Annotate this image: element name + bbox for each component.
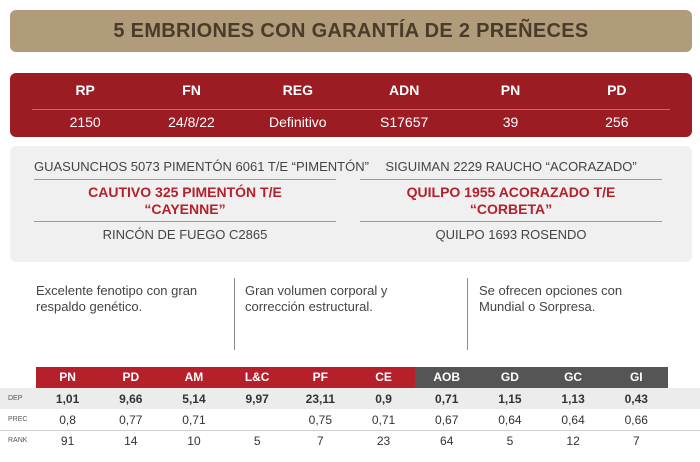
- epd-cell: 12: [566, 433, 580, 448]
- epd-header-row: PN PD AM L&C PF CE AOB GD GC GI: [36, 367, 668, 388]
- title-banner: 5 EMBRIONES CON GARANTÍA DE 2 PREÑECES: [10, 10, 692, 52]
- id-value-pd: 256: [605, 114, 629, 130]
- column-divider: [467, 278, 468, 350]
- description-2: Gran volumen corporal y corrección estru…: [245, 283, 387, 315]
- epd-row-rank: RANK 91 14 10 5 7 23 64 5 12 7: [0, 430, 700, 451]
- epd-header-lc: L&C: [225, 367, 289, 388]
- sire-name: CAUTIVO 325 PIMENTÓN T/E “CAYENNE”: [34, 184, 336, 218]
- id-header-reg: REG: [282, 82, 313, 98]
- epd-cell: 23: [376, 433, 391, 448]
- epd-header-aob: AOB: [415, 367, 479, 388]
- description-3: Se ofrecen opciones con Mundial o Sorpre…: [479, 283, 622, 315]
- epd-cell: 23,11: [305, 391, 336, 406]
- sire-granddam: RINCÓN DE FUEGO C2865: [102, 227, 268, 242]
- sire-grandsire: GUASUNCHOS 5073 PIMENTÓN 6061 T/E “PIMEN…: [34, 159, 369, 174]
- description-1-line1: Excelente fenotipo con gran: [36, 283, 198, 298]
- column-divider: [234, 278, 235, 350]
- epd-cell: 0,43: [624, 391, 648, 406]
- epd-cell: 14: [124, 433, 138, 448]
- epd-cell: 5,14: [182, 391, 206, 406]
- epd-cell: 0,77: [119, 412, 143, 427]
- epd-cell: 5: [253, 433, 261, 448]
- id-value-fn: 24/8/22: [168, 114, 215, 130]
- pedigree-divider: [34, 221, 336, 222]
- epd-cell: 10: [187, 433, 201, 448]
- epd-cell: 0,64: [561, 412, 585, 427]
- epd-header-gd: GD: [478, 367, 542, 388]
- epd-cell: 1,15: [498, 391, 522, 406]
- epd-cell: 9,66: [119, 391, 143, 406]
- id-header-adn: ADN: [388, 82, 420, 98]
- epd-cell: 7: [632, 433, 640, 448]
- description-1: Excelente fenotipo con gran respaldo gen…: [36, 283, 197, 315]
- epd-row-prec: PREC 0,8 0,77 0,71 0,75 0,71 0,67 0,64 0…: [0, 409, 700, 430]
- row-divider: [0, 430, 700, 431]
- dam-grandsire: SIGUIMAN 2229 RAUCHO “ACORAZADO”: [385, 159, 637, 174]
- epd-cell: 1,01: [55, 391, 80, 406]
- id-header-rp: RP: [75, 82, 95, 98]
- epd-cell: 64: [440, 433, 454, 448]
- epd-cell: 91: [60, 433, 75, 448]
- dam-name-line2: “CORBETA”: [469, 201, 553, 217]
- epd-header-pd: PD: [99, 367, 163, 388]
- animal-id-card: RP FN REG ADN PN PD 2150 24/8/22 Definit…: [10, 73, 692, 137]
- dam-name: QUILPO 1955 ACORAZADO T/E “CORBETA”: [360, 184, 662, 218]
- pedigree-panel: GUASUNCHOS 5073 PIMENTÓN 6061 T/E “PIMEN…: [10, 146, 692, 262]
- epd-cell: 0,64: [498, 412, 522, 427]
- id-value-row: 2150 24/8/22 Definitivo S17657 39 256: [32, 109, 670, 130]
- dam-granddam: QUILPO 1693 ROSENDO: [435, 227, 587, 242]
- sire-name-line1: CAUTIVO 325 PIMENTÓN T/E: [88, 184, 282, 200]
- epd-row-label: PREC: [8, 416, 28, 423]
- epd-cell: 0,66: [624, 412, 648, 427]
- epd-header-pf: PF: [288, 367, 352, 388]
- epd-header-pn: PN: [36, 367, 100, 388]
- epd-cell: 1,13: [561, 391, 585, 406]
- epd-cell: 0,71: [182, 412, 206, 427]
- id-value-rp: 2150: [69, 114, 101, 130]
- epd-cell: 0,8: [59, 412, 76, 427]
- id-value-adn: S17657: [380, 114, 429, 130]
- id-value-reg: Definitivo: [269, 114, 327, 130]
- epd-header-ce: CE: [351, 367, 416, 388]
- sire-name-line2: “CAYENNE”: [144, 201, 226, 217]
- dam-name-line1: QUILPO 1955 ACORAZADO T/E: [406, 184, 616, 200]
- pedigree-divider: [360, 179, 662, 180]
- id-value-pn: 39: [502, 114, 519, 130]
- description-2-line1: Gran volumen corporal y: [245, 283, 388, 298]
- id-header-row: RP FN REG ADN PN PD: [32, 82, 670, 98]
- description-3-line1: Se ofrecen opciones con: [479, 283, 623, 298]
- epd-row-dep: DEP 1,01 9,66 5,14 9,97 23,11 0,9 0,71 1…: [0, 388, 700, 409]
- epd-cell: 7: [317, 433, 324, 448]
- epd-cell: 0,71: [371, 412, 396, 427]
- id-header-fn: FN: [182, 82, 201, 98]
- epd-cell: 9,97: [245, 391, 269, 406]
- epd-cell: 0,9: [375, 391, 392, 406]
- description-2-line2: corrección estructural.: [245, 299, 373, 314]
- epd-cell: 0,75: [308, 412, 333, 427]
- epd-header-gi: GI: [604, 367, 668, 388]
- description-1-line2: respaldo genético.: [36, 299, 143, 314]
- epd-header-am: AM: [162, 367, 226, 388]
- epd-cell: 0,71: [435, 391, 459, 406]
- pedigree-divider: [34, 179, 336, 180]
- epd-header-gc: GC: [541, 367, 605, 388]
- epd-row-label: DEP: [8, 395, 23, 402]
- epd-cell: 5: [506, 433, 514, 448]
- epd-row-label: RANK: [8, 437, 28, 444]
- id-header-pd: PD: [607, 82, 627, 98]
- pedigree-divider: [360, 221, 662, 222]
- description-3-line2: Mundial o Sorpresa.: [479, 299, 596, 314]
- epd-cell: 0,67: [435, 412, 459, 427]
- id-header-pn: PN: [500, 82, 521, 98]
- banner-title: 5 EMBRIONES CON GARANTÍA DE 2 PREÑECES: [113, 19, 589, 42]
